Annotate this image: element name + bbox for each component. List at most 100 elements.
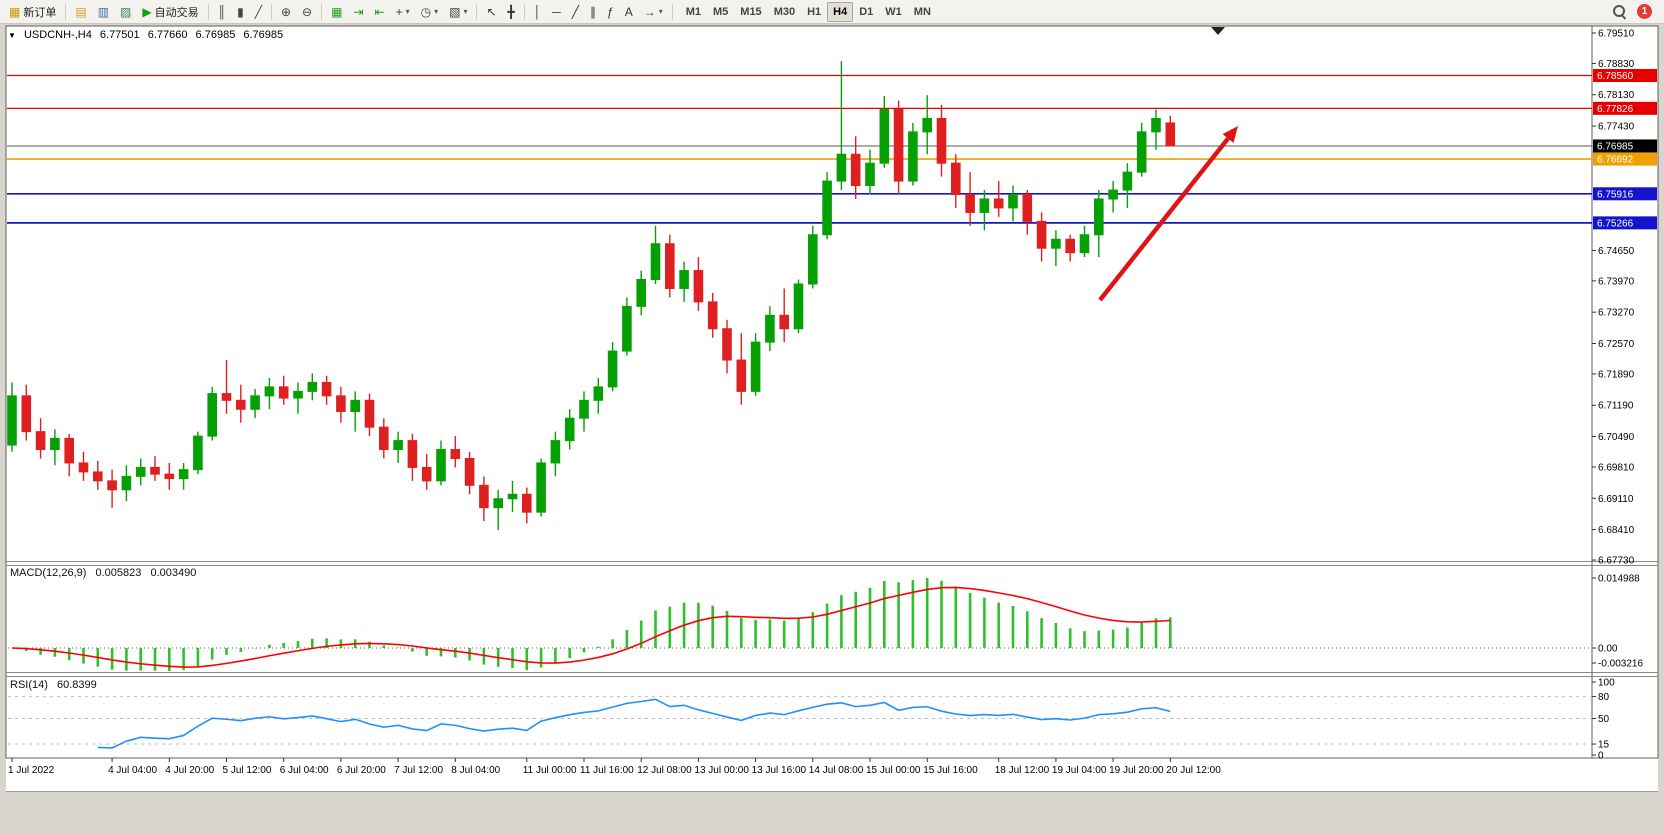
chart-shift-button[interactable]: ⇤ — [370, 2, 390, 22]
zoom-in-button[interactable]: ⊕ — [276, 2, 296, 22]
auto-scroll-icon: ⇥ — [353, 4, 364, 19]
toolbar-separator — [321, 3, 323, 20]
equidistant-channel-button[interactable]: ∥ — [585, 2, 601, 22]
svg-text:6.78560: 6.78560 — [1597, 71, 1634, 82]
tile-windows-icon: ▦ — [331, 4, 343, 19]
time-axis[interactable]: 1 Jul 2022 4 Jul 04:00 4 Jul 20:00 5 Jul 12… — [8, 758, 1221, 776]
horizontal-line-button[interactable]: ─ — [547, 2, 566, 22]
profiles-folder-icon: ▤ — [75, 4, 87, 19]
svg-text:4 Jul 04:00: 4 Jul 04:00 — [108, 765, 157, 776]
crosshair-icon: ╋ — [507, 4, 515, 19]
toolbar-separator — [270, 3, 272, 20]
svg-text:6.75916: 6.75916 — [1597, 189, 1634, 200]
svg-text:6.76692: 6.76692 — [1597, 155, 1634, 166]
vertical-line-button[interactable]: │ — [529, 2, 547, 22]
templates-button[interactable]: ▧ ▾ — [444, 2, 472, 22]
svg-text:6.75266: 6.75266 — [1597, 218, 1634, 229]
dropdown-arrow-icon: ▾ — [463, 7, 468, 16]
svg-text:6.71890: 6.71890 — [1598, 369, 1635, 380]
auto-scroll-button[interactable]: ⇥ — [348, 2, 368, 22]
svg-text:6.73270: 6.73270 — [1598, 308, 1635, 319]
price-tag-6.78560: 6.78560 — [1593, 69, 1657, 83]
chart-shift-icon: ⇤ — [374, 4, 385, 19]
horizontal-line-icon: ─ — [552, 4, 561, 19]
arrows-tool-button[interactable]: → ▾ — [639, 2, 668, 22]
timeframe-mn[interactable]: MN — [908, 2, 937, 22]
new-order-button[interactable]: ▦ 新订单 — [4, 2, 61, 22]
current-price-tag: 6.76985 — [1593, 139, 1657, 153]
svg-text:0.00: 0.00 — [1598, 644, 1618, 655]
new-chart-icon: + — [395, 4, 403, 19]
timeframe-h1[interactable]: H1 — [801, 2, 827, 22]
autotrading-label: 自动交易 — [154, 6, 199, 19]
timeframe-group: M1 M5 M15 M30 H1 H4 D1 W1 MN — [680, 1, 937, 22]
svg-text:13 Jul 00:00: 13 Jul 00:00 — [694, 765, 749, 776]
svg-text:1 Jul 2022: 1 Jul 2022 — [8, 765, 55, 776]
trend-arrow[interactable] — [1098, 126, 1238, 302]
svg-text:6.77826: 6.77826 — [1597, 104, 1634, 115]
timeframe-h4[interactable]: H4 — [827, 1, 854, 22]
svg-text:15 Jul 16:00: 15 Jul 16:00 — [923, 765, 978, 776]
toolbar-separator — [671, 3, 673, 20]
svg-text:19 Jul 04:00: 19 Jul 04:00 — [1052, 765, 1107, 776]
one-click-trading-toggle[interactable]: ▼ — [8, 31, 16, 40]
zoom-out-icon: ⊖ — [302, 4, 313, 19]
svg-text:80: 80 — [1598, 692, 1610, 703]
profiles-folder-button[interactable]: ▤ — [70, 2, 91, 22]
strategy-tester-button[interactable]: ▨ — [115, 2, 136, 22]
svg-text:14 Jul 08:00: 14 Jul 08:00 — [809, 765, 864, 776]
timeframe-m30[interactable]: M30 — [768, 2, 801, 22]
cursor-icon: ↖ — [486, 4, 497, 19]
macd-indicator-label: MACD(12,26,9) — [10, 567, 87, 579]
price-axis[interactable]: 6.79510 6.78830 6.78130 6.77430 6.74650 6.739… — [1592, 29, 1657, 762]
text-label-icon: A — [624, 4, 633, 19]
timeframe-w1[interactable]: W1 — [879, 2, 908, 22]
macd-signal-line — [11, 586, 1171, 668]
zoom-in-icon: ⊕ — [280, 4, 292, 19]
macd-histogram — [24, 578, 1172, 671]
svg-text:6.69110: 6.69110 — [1598, 494, 1634, 505]
timeframe-m15[interactable]: M15 — [734, 2, 767, 22]
line-chart-button[interactable]: ╱ — [250, 2, 267, 22]
crosshair-button[interactable]: ╋ — [503, 2, 520, 22]
new-chart-button[interactable]: + ▾ — [391, 2, 415, 22]
timeframe-m5[interactable]: M5 — [707, 2, 734, 22]
cursor-button[interactable]: ↖ — [481, 2, 501, 22]
strategy-tester-icon: ▨ — [120, 4, 132, 19]
periods-button[interactable]: ◷ ▾ — [416, 2, 444, 22]
fibonacci-button[interactable]: ƒ — [602, 2, 619, 22]
svg-text:6.78130: 6.78130 — [1598, 90, 1635, 101]
toolbar-separator — [65, 3, 67, 20]
price-chart[interactable]: 6.79510 6.78830 6.78130 6.77430 6.74650 6.739… — [0, 24, 1664, 834]
search-icon[interactable] — [1612, 4, 1627, 19]
vertical-line-icon: │ — [533, 4, 542, 19]
timeframe-d1[interactable]: D1 — [853, 2, 879, 22]
line-chart-icon: ╱ — [254, 4, 262, 19]
text-label-button[interactable]: A — [620, 2, 638, 22]
bar-chart-button[interactable]: ║ — [213, 2, 232, 22]
svg-text:6 Jul 20:00: 6 Jul 20:00 — [337, 765, 386, 776]
chart-shift-marker[interactable] — [1211, 27, 1225, 35]
terminal-window-icon: ▥ — [97, 4, 110, 19]
autotrading-button[interactable]: ▶ 自动交易 — [137, 2, 203, 22]
chart-low-value: 6.76985 — [195, 29, 236, 41]
notification-badge[interactable]: 1 — [1637, 4, 1652, 19]
candlestick-chart-icon: ▮ — [237, 4, 244, 19]
tile-windows-button[interactable]: ▦ — [326, 2, 347, 22]
zoom-out-button[interactable]: ⊖ — [297, 2, 317, 22]
timeframe-m1[interactable]: M1 — [680, 2, 707, 22]
periods-icon: ◷ — [420, 4, 432, 19]
svg-text:12 Jul 08:00: 12 Jul 08:00 — [637, 765, 692, 776]
toolbar-separator — [523, 3, 525, 20]
trendline-button[interactable]: ╱ — [567, 2, 584, 22]
price-tag-6.76692: 6.76692 — [1593, 152, 1657, 166]
equidistant-channel-icon: ∥ — [590, 4, 596, 19]
svg-text:0: 0 — [1598, 751, 1604, 762]
candlestick-chart-button[interactable]: ▮ — [232, 2, 249, 22]
svg-text:19 Jul 20:00: 19 Jul 20:00 — [1109, 765, 1164, 776]
terminal-window-button[interactable]: ▥ — [93, 2, 114, 22]
svg-text:8 Jul 04:00: 8 Jul 04:00 — [451, 765, 500, 776]
svg-text:6.69810: 6.69810 — [1598, 462, 1635, 473]
chart-high-value: 6.77660 — [147, 29, 188, 41]
toolbar-items: ▦ 新订单 ▤ ▥ ▨ ▶ 自动交易 ║ ▮ ╱ ⊕ ⊖ ▦ ⇥ ⇤ + ▾ ◷ ▾ ▧ ▾ ↖ ╋ │ ─ ╱ ∥ ƒ A → ▾ — [4, 2, 676, 22]
